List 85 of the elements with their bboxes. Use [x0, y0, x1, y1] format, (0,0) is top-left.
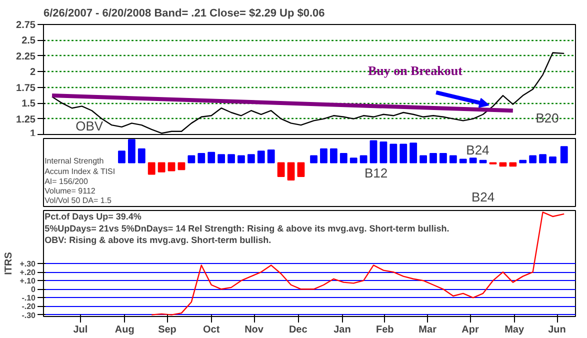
bar	[560, 146, 568, 164]
x-tick-label: Oct	[203, 324, 220, 336]
bar	[509, 162, 517, 167]
x-tick-label: Sep	[158, 324, 176, 336]
annotation: Accum Index & TISI	[44, 166, 116, 176]
bar	[198, 152, 206, 164]
bar	[410, 142, 418, 164]
y-tick-label: -.30	[22, 310, 36, 320]
bar	[297, 162, 305, 178]
text: Vol/Vol 50 DA= 1.5	[44, 196, 112, 206]
bar	[168, 162, 176, 172]
bar	[238, 155, 245, 164]
bar	[178, 162, 186, 170]
annotation: OBV	[76, 118, 104, 134]
y-tick-label: 2.25	[16, 51, 36, 62]
bar	[310, 155, 318, 164]
bar	[549, 156, 556, 164]
bar	[128, 139, 136, 164]
bar	[469, 158, 477, 164]
bar	[257, 150, 265, 164]
annotation: B24	[466, 142, 490, 158]
bar	[320, 148, 328, 164]
bar	[499, 162, 507, 167]
x-tick-label: Dec	[288, 324, 308, 336]
bar	[390, 144, 398, 164]
annotation: Pct.of Days Up= 39.4%	[44, 211, 142, 222]
bar	[380, 141, 388, 164]
bar	[400, 144, 408, 164]
bar	[330, 148, 338, 164]
x-tick-label: Aug	[114, 324, 134, 336]
bar	[228, 154, 235, 164]
bar	[148, 162, 156, 175]
bar	[208, 152, 216, 164]
y-tick-label: -.20	[22, 302, 36, 312]
bar	[277, 162, 285, 178]
annotation: B20	[536, 110, 559, 126]
bar	[430, 152, 437, 164]
annotation: 5%UpDays= 21vs 5%DnDays= 14 Rel Strength: Rising & above its mvg.avg. Short-term bullish.	[44, 223, 450, 234]
y-tick-label: +.30	[20, 260, 36, 268]
bar	[340, 152, 348, 164]
x-tick-label: May	[504, 324, 524, 336]
bar	[360, 155, 368, 164]
x-tick-label: Jul	[73, 324, 88, 336]
y-tick-label: 1.75	[16, 82, 36, 94]
x-tick-label: Nov	[244, 324, 264, 336]
x-tick-label: Apr	[462, 324, 479, 336]
annotation: OBV: Rising & above its mvg.avg. Short-term bullish.	[44, 235, 272, 246]
y-tick-label: 1.25	[16, 114, 36, 126]
y-tick-label: -.10	[22, 294, 36, 303]
bar	[118, 150, 126, 164]
bar	[287, 162, 295, 180]
bar	[529, 155, 537, 164]
annotation: Internal Strength	[44, 156, 104, 166]
x-tick-label: Feb	[376, 324, 394, 336]
bar	[247, 154, 255, 164]
bar	[539, 154, 546, 164]
bar	[350, 158, 358, 164]
chart-title: 6/26/2007 - 6/20/2008 Band= .21 Close= $2.29 Up $0.06	[44, 8, 325, 20]
bar	[138, 148, 146, 164]
y-tick-label: 0	[31, 285, 36, 294]
annotation: Buy on Breakout	[368, 63, 464, 78]
y-tick-label: +.20	[20, 268, 36, 278]
bar	[188, 155, 196, 164]
text: Volume= 9112	[44, 186, 96, 196]
bar	[459, 158, 467, 164]
bar	[440, 152, 447, 164]
x-tick-label: Mar	[418, 324, 437, 336]
y-tick-label: 1.5	[22, 98, 36, 110]
bar	[519, 160, 527, 164]
text: B24	[472, 189, 495, 204]
annotation: B12	[364, 166, 388, 181]
x-tick-label: Jun	[548, 324, 566, 336]
annotation: AI= 156/200	[44, 177, 88, 186]
y-tick-label: 2.75	[16, 20, 36, 31]
bar	[218, 154, 226, 164]
bar	[158, 162, 166, 172]
bar	[420, 155, 427, 164]
bar	[449, 155, 457, 164]
x-tick-label: Jan	[334, 324, 351, 336]
y-tick-label: 2.5	[22, 36, 36, 47]
bar	[370, 140, 378, 164]
y-tick-label: +.10	[20, 276, 36, 286]
y-tick-label: 2	[30, 67, 36, 78]
y-axis-title: ITRS	[4, 252, 15, 275]
bar	[267, 150, 275, 164]
